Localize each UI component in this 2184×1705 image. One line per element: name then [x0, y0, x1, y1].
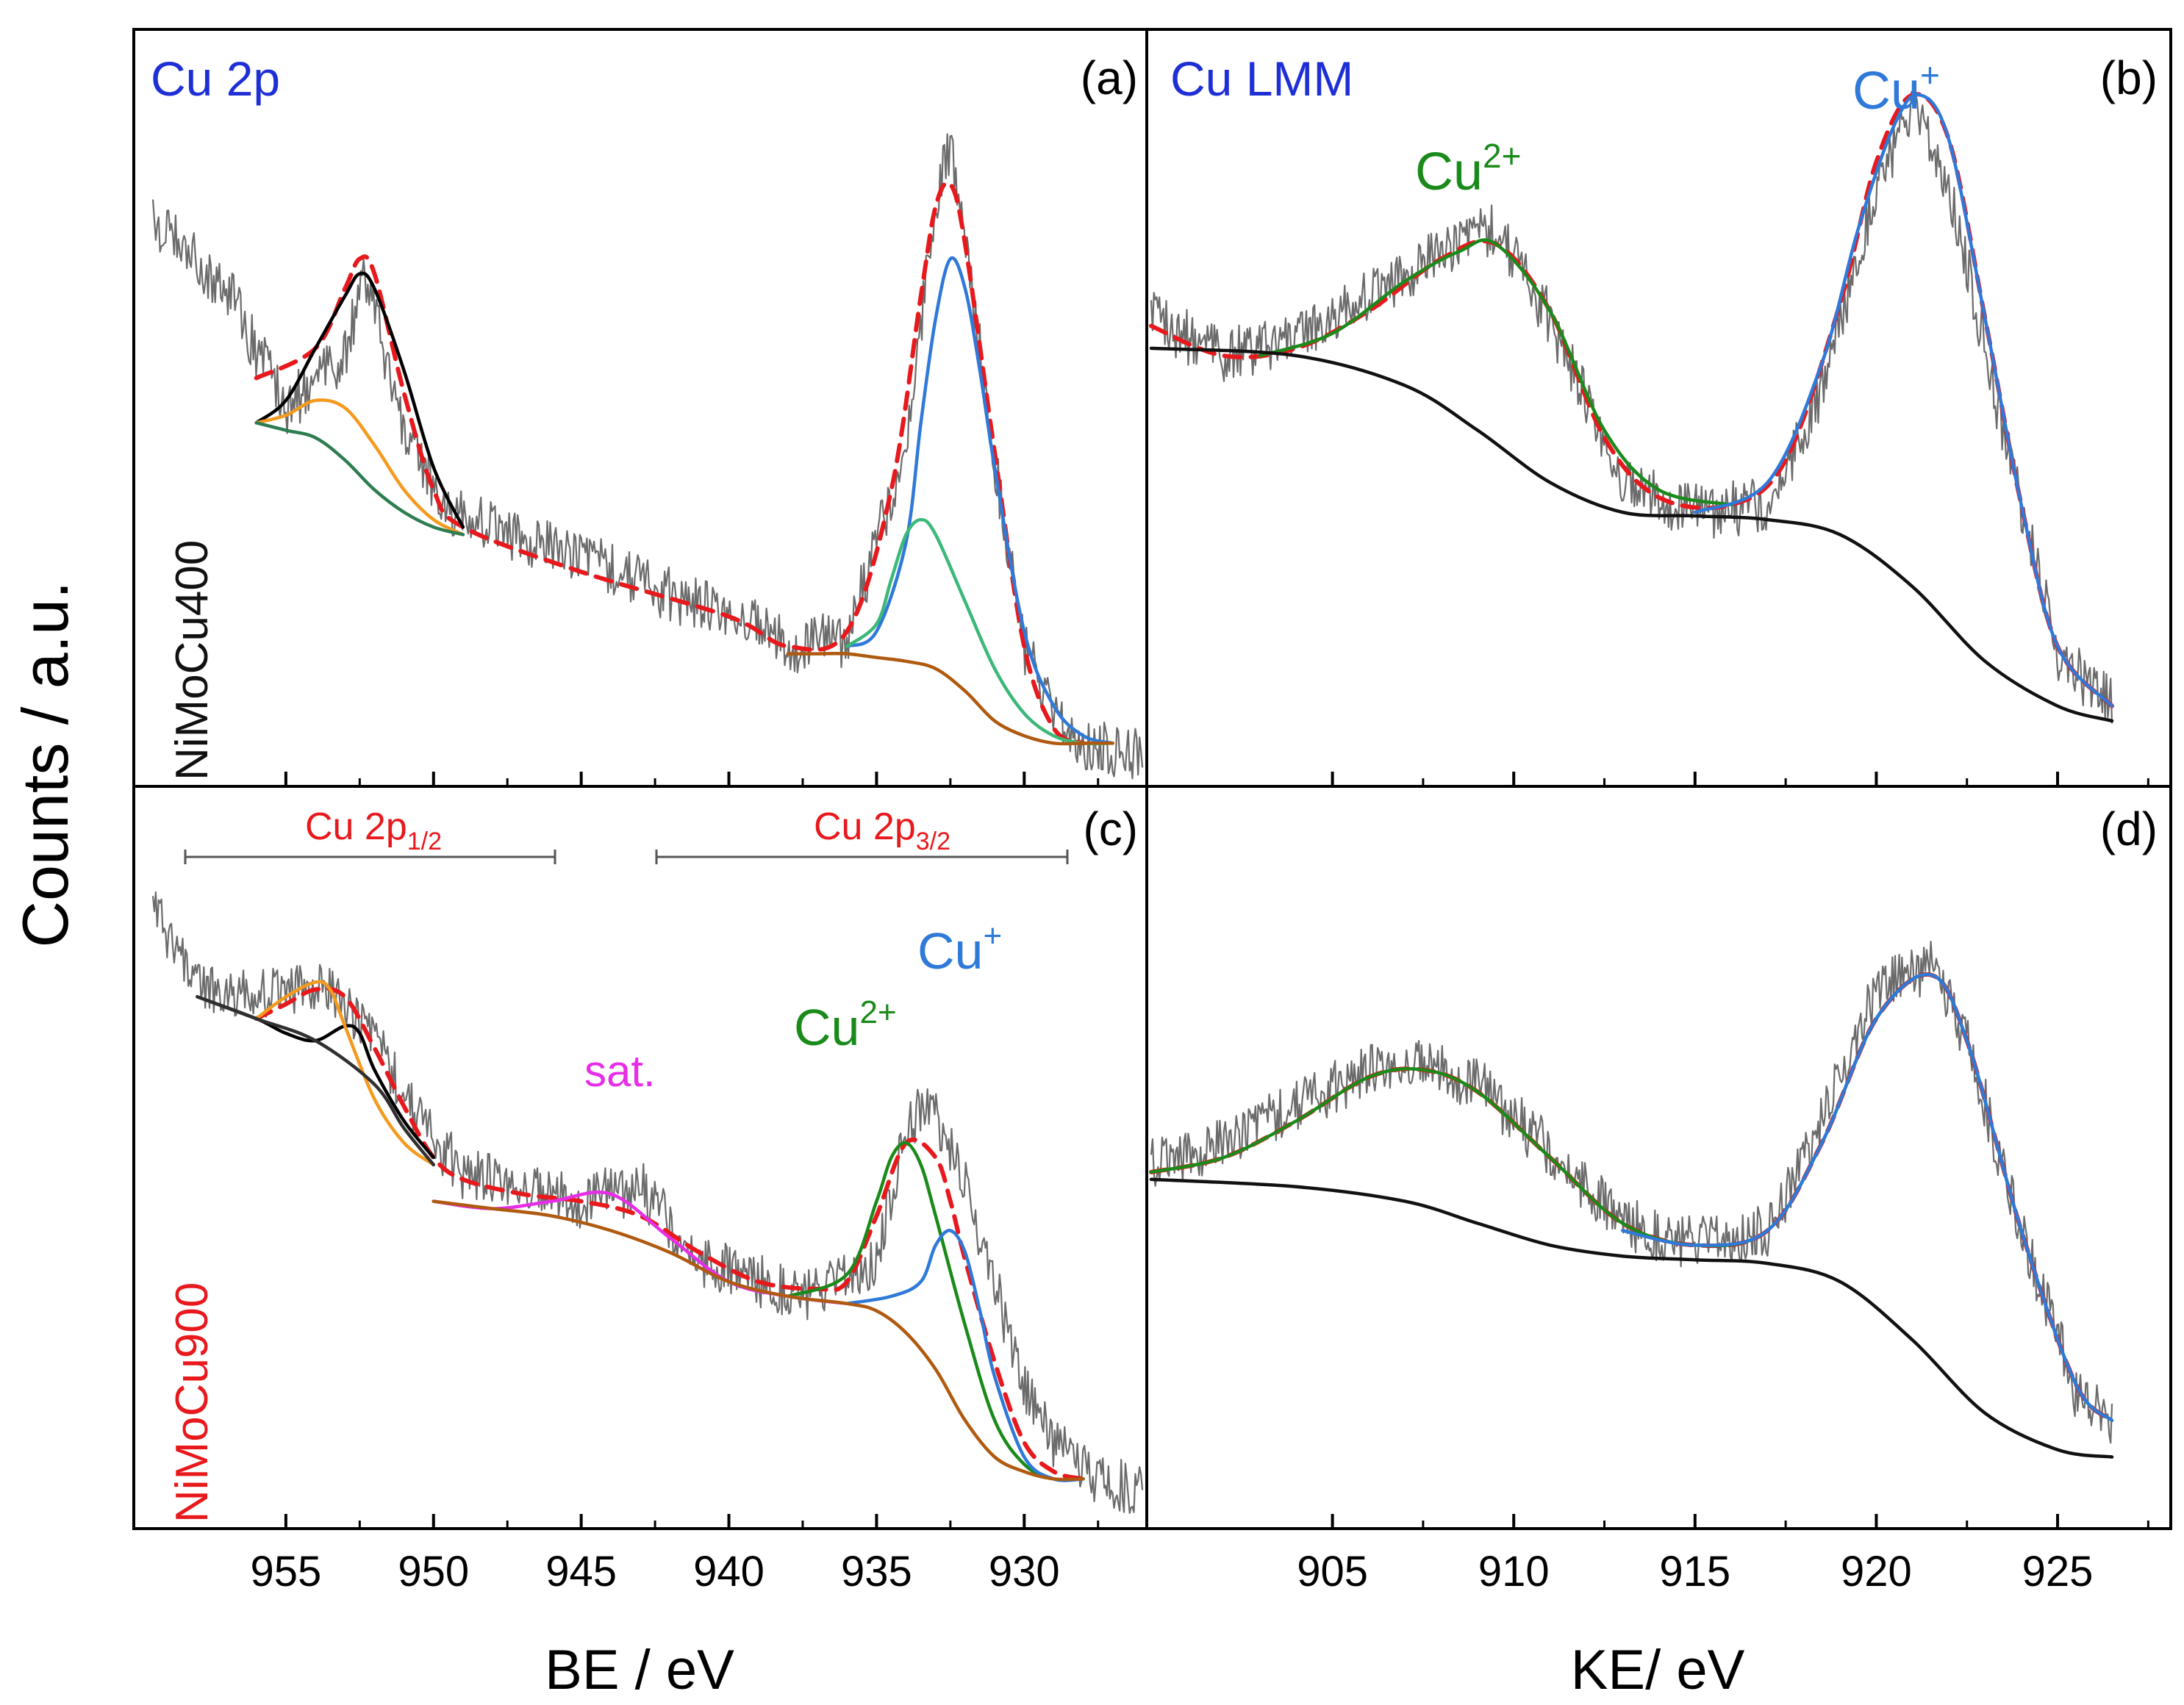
panel-c-plot: [152, 891, 1144, 1514]
series-a-background-2p3-2: [786, 651, 1115, 746]
x-tick-label-c-955: 955: [250, 1548, 321, 1595]
cu2plus-label-b: Cu2+: [1415, 137, 1522, 201]
panel-d-plot: [1149, 941, 2114, 1459]
series-a-satellite: [254, 398, 465, 536]
x-tick-label-d-905: 905: [1297, 1548, 1368, 1595]
panel-a-ticks: [284, 772, 1100, 786]
series-b-raw: [1150, 85, 2113, 724]
series-a-envelope: [254, 180, 1086, 746]
x-tick-label-c-945: 945: [545, 1548, 617, 1595]
y-axis-label: Counts / a.u.: [9, 581, 82, 948]
panel-a-title: Cu 2p: [151, 51, 280, 106]
panel-b-title: Cu LMM: [1170, 51, 1353, 106]
panel-d: 905 910 915 920 925 (d): [1145, 785, 2172, 1595]
x-tick-label-c-930: 930: [989, 1548, 1060, 1595]
series-c-envelope: [254, 986, 1086, 1482]
panel-d-ticks: 905 910 915 920 925: [1297, 1514, 2149, 1595]
panel-a-sample: NiMoCu400: [167, 540, 218, 780]
series-d-background: [1149, 1177, 2114, 1459]
series-c-2p1-2-satellite: [254, 980, 436, 1167]
panel-b-label: (b): [2100, 51, 2158, 104]
series-a-background-2p1-2: [254, 421, 465, 536]
cu2plus-label-c: Cu2+: [794, 994, 897, 1056]
range-label-2p12: Cu 2p1/2: [305, 805, 442, 855]
panel-c-sample: NiMoCu900: [167, 1282, 218, 1523]
panel-a-label: (a): [1081, 51, 1138, 104]
x-tick-label-c-950: 950: [398, 1548, 469, 1595]
panel-d-frame: [1145, 785, 2172, 1530]
range-label-2p32: Cu 2p3/2: [814, 805, 950, 855]
cuplus-label-b: Cu+: [1852, 56, 1940, 121]
panel-c: 955 950 945 940 935 930 (c) NiMoCu900 Cu 2p1/…: [132, 785, 1148, 1595]
series-b-background: [1149, 346, 2114, 723]
cuplus-label-c: Cu+: [917, 918, 1002, 980]
series-c-background-2p3-2: [432, 1199, 1085, 1482]
series-d-cu-: [1620, 972, 2114, 1423]
series-a-cu2-2p3-2: [845, 517, 1115, 746]
series-c-cu-: [845, 1229, 1085, 1482]
x-tick-label-c-940: 940: [693, 1548, 765, 1595]
panel-c-label: (c): [1083, 803, 1138, 855]
panel-b-ticks: [1331, 772, 2149, 786]
x-tick-label-d-910: 910: [1478, 1548, 1550, 1595]
series-b-cu-: [1693, 93, 2114, 708]
series-c-background-2p1-2: [196, 995, 436, 1167]
sat-label: sat.: [584, 1047, 656, 1096]
x-axis-label-ke: KE/ eV: [1571, 1639, 1745, 1701]
series-c-cu2-: [786, 1141, 1085, 1482]
x-axis-label-be: BE / eV: [545, 1639, 734, 1701]
panel-d-label: (d): [2100, 803, 2158, 855]
series-a-cu-2p3-2: [845, 256, 1115, 745]
panel-a-plot: [152, 133, 1144, 780]
panel-c-ticks: 955 950 945 940 935 930: [250, 1514, 1100, 1595]
x-tick-label-c-935: 935: [841, 1548, 912, 1595]
x-tick-label-d-915: 915: [1659, 1548, 1730, 1595]
x-tick-label-d-920: 920: [1841, 1548, 1912, 1595]
x-tick-label-d-925: 925: [2022, 1548, 2094, 1595]
panel-b-plot: [1149, 85, 2114, 724]
series-b-cu2-: [1258, 238, 1733, 507]
series-a-cu-2p1-2-fit: [254, 271, 465, 529]
